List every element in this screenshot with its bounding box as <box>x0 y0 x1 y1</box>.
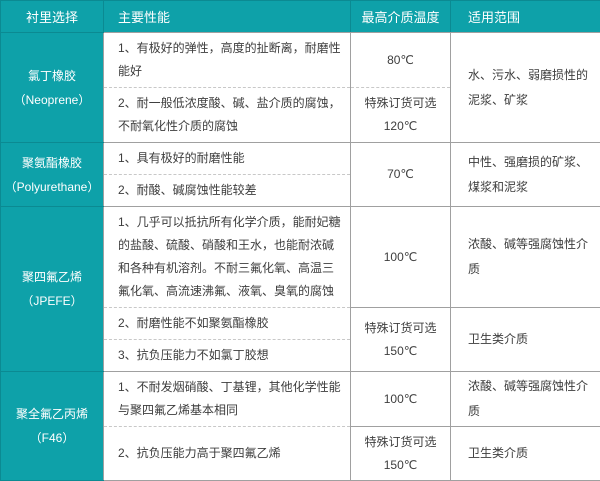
text-line: 2、耐一般低浓度酸、碱、盐介质的腐蚀， <box>118 92 348 115</box>
range-cell: 卫生类介质 <box>451 308 600 372</box>
text-line: 质 <box>468 257 600 282</box>
performance-cell: 2、耐酸、碱腐蚀性能较差 <box>104 175 351 207</box>
text-line: 不耐氧化性介质的腐蚀 <box>118 115 348 138</box>
text-line: 特殊订货可选 <box>351 431 450 454</box>
lining-cell-polyurethane: 聚氨酯橡胶 （Polyurethane） <box>1 143 104 207</box>
range-cell: 中性、强磨损的矿浆、 煤浆和泥浆 <box>451 143 600 207</box>
temperature-cell: 特殊订货可选 150℃ <box>351 427 451 481</box>
column-header-range: 适用范围 <box>451 1 600 33</box>
text-line: 中性、强磨损的矿浆、 <box>468 150 600 175</box>
column-header-performance: 主要性能 <box>104 1 351 33</box>
text-line: 150℃ <box>351 454 450 477</box>
column-header-lining: 衬里选择 <box>1 1 104 33</box>
lining-cell-f46: 聚全氟乙丙烯 （F46） <box>1 372 104 481</box>
text-line: 2、抗负压能力高于聚四氟乙烯 <box>118 442 348 465</box>
text-line: 70℃ <box>351 163 450 186</box>
lining-alias: （F46） <box>1 426 103 450</box>
lining-cell-jpefe: 聚四氟乙烯 （JPEFE） <box>1 207 104 372</box>
text-line: 能好 <box>118 60 348 83</box>
lining-name: 氯丁橡胶 <box>1 64 103 88</box>
performance-cell: 1、有极好的弹性，高度的扯断离，耐磨性 能好 <box>104 33 351 88</box>
lining-name: 聚全氟乙丙烯 <box>1 402 103 426</box>
lining-selection-panel: 衬里选择 主要性能 最高介质温度 适用范围 氯丁橡胶 （Neoprene） 1、… <box>0 0 600 427</box>
temperature-cell: 特殊订货可选 120℃ <box>351 88 451 143</box>
range-cell: 卫生类介质 <box>451 427 600 481</box>
text-line: 150℃ <box>351 340 450 363</box>
range-cell: 浓酸、碱等强腐蚀性介 质 <box>451 207 600 308</box>
table-header-row: 衬里选择 主要性能 最高介质温度 适用范围 <box>1 1 600 33</box>
text-line: 浓酸、碱等强腐蚀性介 <box>468 374 600 399</box>
text-line: 氟化氧、高流速沸氟、液氧、臭氧的腐蚀 <box>118 280 348 303</box>
text-line: 和各种有机溶剂。不耐三氟化氧、高温三 <box>118 257 348 280</box>
text-line: 1、几乎可以抵抗所有化学介质，能耐妃糖 <box>118 211 348 234</box>
text-line: 煤浆和泥浆 <box>468 175 600 200</box>
text-line: 1、具有极好的耐磨性能 <box>118 147 348 170</box>
text-line: 1、有极好的弹性，高度的扯断离，耐磨性 <box>118 37 348 60</box>
text-line: 泥浆、矿浆 <box>468 88 600 113</box>
text-line: 1、不耐发烟硝酸、丁基锂，其他化学性能 <box>118 376 348 399</box>
temperature-cell: 特殊订货可选 150℃ <box>351 308 451 372</box>
table-row: 聚氨酯橡胶 （Polyurethane） 1、具有极好的耐磨性能 70℃ 中性、… <box>1 143 600 175</box>
performance-cell: 2、耐一般低浓度酸、碱、盐介质的腐蚀， 不耐氧化性介质的腐蚀 <box>104 88 351 143</box>
lining-alias: （Neoprene） <box>1 88 103 112</box>
performance-cell: 1、不耐发烟硝酸、丁基锂，其他化学性能 与聚四氟乙烯基本相同 <box>104 372 351 427</box>
text-line: 120℃ <box>351 115 450 138</box>
performance-cell: 3、抗负压能力不如氯丁胶想 <box>104 340 351 372</box>
text-line: 特殊订货可选 <box>351 92 450 115</box>
column-header-temp: 最高介质温度 <box>351 1 451 33</box>
text-line: 特殊订货可选 <box>351 317 450 340</box>
text-line: 2、耐酸、碱腐蚀性能较差 <box>118 179 348 202</box>
table-row: 聚全氟乙丙烯 （F46） 1、不耐发烟硝酸、丁基锂，其他化学性能 与聚四氟乙烯基… <box>1 372 600 427</box>
text-line: 卫生类介质 <box>468 441 600 466</box>
lining-alias: （Polyurethane） <box>1 175 103 199</box>
text-line: 3、抗负压能力不如氯丁胶想 <box>118 344 348 367</box>
lining-alias: （JPEFE） <box>1 289 103 313</box>
range-cell: 浓酸、碱等强腐蚀性介 质 <box>451 372 600 427</box>
temperature-cell: 70℃ <box>351 143 451 207</box>
range-cell: 水、污水、弱磨损性的 泥浆、矿浆 <box>451 33 600 143</box>
text-line: 100℃ <box>351 246 450 269</box>
table-row: 氯丁橡胶 （Neoprene） 1、有极好的弹性，高度的扯断离，耐磨性 能好 8… <box>1 33 600 88</box>
text-line: 浓酸、碱等强腐蚀性介 <box>468 232 600 257</box>
temperature-cell: 80℃ <box>351 33 451 88</box>
lining-name: 聚四氟乙烯 <box>1 265 103 289</box>
text-line: 水、污水、弱磨损性的 <box>468 63 600 88</box>
lining-cell-neoprene: 氯丁橡胶 （Neoprene） <box>1 33 104 143</box>
performance-cell: 1、几乎可以抵抗所有化学介质，能耐妃糖 的盐酸、硫酸、硝酸和王水，也能耐浓碱 和… <box>104 207 351 308</box>
text-line: 100℃ <box>351 388 450 411</box>
lining-name: 聚氨酯橡胶 <box>1 151 103 175</box>
text-line: 的盐酸、硫酸、硝酸和王水，也能耐浓碱 <box>118 234 348 257</box>
performance-cell: 2、耐磨性能不如聚氨酯橡胶 <box>104 308 351 340</box>
performance-cell: 2、抗负压能力高于聚四氟乙烯 <box>104 427 351 481</box>
performance-cell: 1、具有极好的耐磨性能 <box>104 143 351 175</box>
text-line: 与聚四氟乙烯基本相同 <box>118 399 348 422</box>
text-line: 2、耐磨性能不如聚氨酯橡胶 <box>118 312 348 335</box>
text-line: 卫生类介质 <box>468 327 600 352</box>
text-line: 质 <box>468 399 600 424</box>
table-row: 聚四氟乙烯 （JPEFE） 1、几乎可以抵抗所有化学介质，能耐妃糖 的盐酸、硫酸… <box>1 207 600 308</box>
text-line: 80℃ <box>351 49 450 72</box>
temperature-cell: 100℃ <box>351 372 451 427</box>
temperature-cell: 100℃ <box>351 207 451 308</box>
